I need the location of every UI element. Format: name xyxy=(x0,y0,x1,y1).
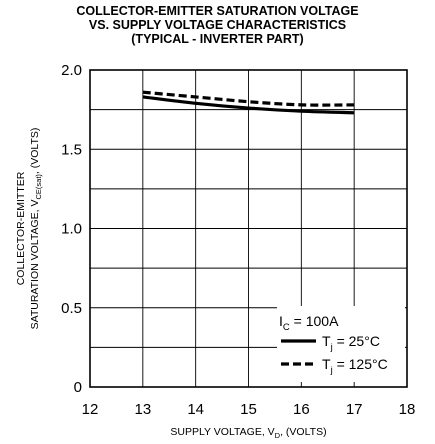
data-series xyxy=(142,90,355,115)
y-axis-label-line-1: COLLECTOR-EMITTER xyxy=(15,171,27,285)
x-axis-label: SUPPLY VOLTAGE, VD, (VOLTS) xyxy=(170,426,326,440)
chart-title-line-3: (TYPICAL - INVERTER PART) xyxy=(131,32,304,46)
y-tick-label: 1.5 xyxy=(61,141,82,158)
y-axis-label: COLLECTOR-EMITTER SATURATION VOLTAGE, VC… xyxy=(15,128,43,330)
y-tick-label: 0 xyxy=(74,379,82,396)
y-tick-label: 1.0 xyxy=(61,221,82,238)
x-tick-label: 14 xyxy=(187,401,204,418)
y-axis-label-line-2: SATURATION VOLTAGE, VCE(sat), (VOLTS) xyxy=(29,128,43,330)
legend-entry-1: Tj = 25°C xyxy=(322,333,380,353)
chart-title-line-2: VS. SUPPLY VOLTAGE CHARACTERISTICS xyxy=(88,18,347,32)
y-tick-label: 2.0 xyxy=(61,62,82,79)
x-tick-label: 12 xyxy=(82,401,99,418)
chart-title: COLLECTOR-EMITTER SATURATION VOLTAGE VS.… xyxy=(0,4,435,46)
x-tick-label: 18 xyxy=(399,401,416,418)
y-tick-label: 0.5 xyxy=(61,300,82,317)
tick-labels: 12 13 14 15 16 17 18 0 0.5 1.0 1.5 2.0 xyxy=(61,62,415,418)
x-tick-label: 17 xyxy=(346,401,363,418)
legend: IC = 100A Tj = 25°C Tj = 125°C xyxy=(277,306,405,382)
x-tick-label: 15 xyxy=(240,401,257,418)
series-line-1 xyxy=(142,95,355,115)
plot-frame xyxy=(89,69,408,388)
legend-header: IC = 100A xyxy=(279,313,339,333)
chart-title-line-1: COLLECTOR-EMITTER SATURATION VOLTAGE xyxy=(76,4,359,18)
x-tick-label: 16 xyxy=(293,401,310,418)
legend-box xyxy=(277,306,405,382)
x-tick-label: 13 xyxy=(134,401,151,418)
legend-entry-2: Tj = 125°C xyxy=(322,356,388,376)
